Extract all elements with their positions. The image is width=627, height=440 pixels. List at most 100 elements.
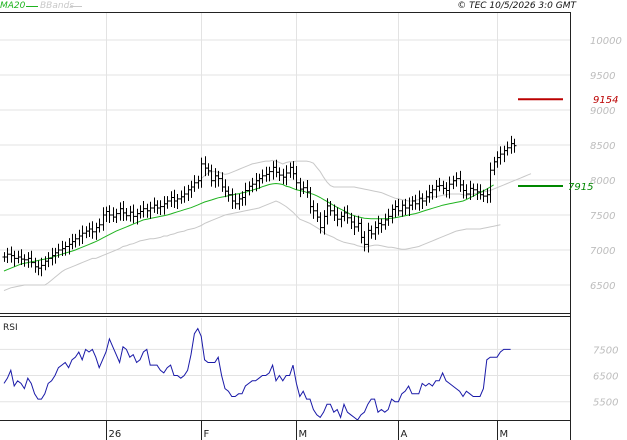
bb-lower bbox=[3, 200, 501, 292]
ohlc-bar bbox=[413, 194, 418, 210]
ohlc-bar bbox=[390, 204, 395, 224]
ohlc-bar bbox=[379, 218, 384, 233]
ohlc-bar bbox=[12, 250, 17, 267]
ohlc-bar bbox=[192, 175, 197, 192]
ohlc-bar bbox=[298, 177, 303, 198]
ohlc-bar bbox=[315, 203, 320, 222]
ohlc-bar bbox=[488, 162, 493, 203]
ohlc-bar bbox=[308, 187, 313, 214]
ohlc-bar bbox=[362, 231, 367, 252]
ohlc-bar bbox=[288, 162, 293, 178]
ohlc-bar bbox=[383, 213, 388, 230]
legend-bbands-swatch bbox=[70, 6, 82, 7]
ohlc-bar bbox=[29, 250, 34, 268]
copyright-label: © TEC 10/5/2026 3:0 GMT bbox=[457, 1, 576, 11]
ohlc-bar bbox=[498, 146, 503, 165]
ohlc-bar bbox=[33, 257, 38, 273]
ohlc-bar bbox=[141, 201, 146, 218]
ohlc-bar bbox=[430, 184, 435, 200]
ohlc-bar bbox=[226, 186, 231, 202]
ohlc-bar bbox=[461, 180, 466, 199]
legend-ma20: MA20 bbox=[0, 1, 26, 11]
ohlc-bar bbox=[196, 175, 201, 189]
ohlc-bar bbox=[339, 211, 344, 228]
ohlc-bar bbox=[294, 166, 299, 190]
ohlc-bar bbox=[410, 196, 415, 211]
ohlc-bar bbox=[247, 181, 252, 196]
rsi-tick-label: 7500 bbox=[593, 345, 618, 356]
ohlc-bar bbox=[260, 169, 265, 184]
ohlc-bar bbox=[158, 200, 163, 215]
ohlc-bar bbox=[396, 198, 401, 216]
ohlc-bar bbox=[502, 145, 507, 163]
y-tick-label: 7000 bbox=[590, 246, 615, 257]
axis-labels: 10000 9500 9000 8500 8000 7500 7000 6500 7500 650… bbox=[3, 36, 622, 440]
ohlc-bar bbox=[243, 182, 248, 206]
ohlc-bar bbox=[118, 202, 123, 221]
ohlc-bar bbox=[19, 249, 24, 266]
ohlc-bar bbox=[155, 200, 160, 214]
ohlc-bar bbox=[267, 166, 272, 182]
chart-frame bbox=[0, 12, 571, 440]
y-tick-label: 8000 bbox=[590, 176, 615, 187]
ohlc-bar bbox=[101, 207, 106, 231]
y-tick-label: 8500 bbox=[590, 141, 615, 152]
ohlc-bar bbox=[322, 210, 327, 235]
ohlc-bar bbox=[495, 151, 500, 168]
ohlc-bar bbox=[63, 241, 68, 256]
ohlc-bar bbox=[318, 212, 323, 234]
ohlc-bar bbox=[257, 173, 262, 189]
ohlc-bar bbox=[437, 177, 442, 192]
ohlc-bar bbox=[311, 200, 316, 219]
ohlc-bar bbox=[250, 177, 255, 193]
ohlc-bar bbox=[77, 229, 82, 246]
ohlc-bar bbox=[46, 252, 51, 268]
ohlc-bar bbox=[73, 233, 78, 248]
ohlc-bar bbox=[512, 138, 517, 153]
rsi-path bbox=[3, 327, 511, 421]
y-tick-label: 9000 bbox=[590, 106, 615, 117]
ohlc-bar bbox=[169, 191, 174, 207]
ohlc-bar bbox=[124, 208, 129, 221]
ohlc-bar bbox=[223, 179, 228, 198]
bb-upper bbox=[200, 159, 532, 202]
ohlc-bar bbox=[386, 208, 391, 226]
ohlc-bar bbox=[148, 201, 153, 219]
ohlc-bar bbox=[220, 172, 225, 192]
ohlc-bar bbox=[22, 254, 27, 267]
ohlc-bar bbox=[434, 180, 439, 198]
ohlc-bar bbox=[366, 222, 371, 253]
ohlc-bar bbox=[271, 161, 276, 180]
ohlc-bar bbox=[281, 168, 286, 185]
ohlc-bar bbox=[369, 225, 374, 239]
ohlc-bar bbox=[56, 243, 61, 258]
rsi-tick-label: 6500 bbox=[593, 372, 618, 383]
ohlc-bar bbox=[407, 197, 412, 217]
ohlc-bar bbox=[233, 193, 238, 209]
ohlc-bar bbox=[291, 161, 296, 180]
ohlc-bar bbox=[400, 200, 405, 217]
ohlc-bar bbox=[471, 183, 476, 197]
resistance-label: 9154 bbox=[593, 95, 618, 106]
ohlc-bar bbox=[209, 164, 214, 187]
ohlc-bar bbox=[165, 196, 170, 209]
legend-bbands: BBands bbox=[40, 1, 74, 11]
ohlc-bar bbox=[301, 181, 306, 194]
ohlc-bar bbox=[175, 194, 180, 210]
ohlc-bar bbox=[199, 157, 204, 188]
ohlc-bar bbox=[454, 172, 459, 187]
ohlc-bar bbox=[9, 246, 14, 263]
ohlc-bar bbox=[492, 156, 497, 176]
y-tick-label: 7500 bbox=[590, 211, 615, 222]
ohlc-bar bbox=[5, 247, 10, 263]
x-tick-label: F bbox=[204, 429, 210, 440]
rsi-title: RSI bbox=[3, 323, 18, 333]
ohlc-bar bbox=[114, 208, 119, 224]
ohlc-bar bbox=[335, 207, 340, 227]
ohlc-bar bbox=[94, 222, 99, 240]
ohlc-bar bbox=[87, 222, 92, 238]
ohlc-bar bbox=[121, 201, 126, 221]
ohlc-bar bbox=[417, 190, 422, 211]
ohlc-bar bbox=[104, 206, 109, 222]
